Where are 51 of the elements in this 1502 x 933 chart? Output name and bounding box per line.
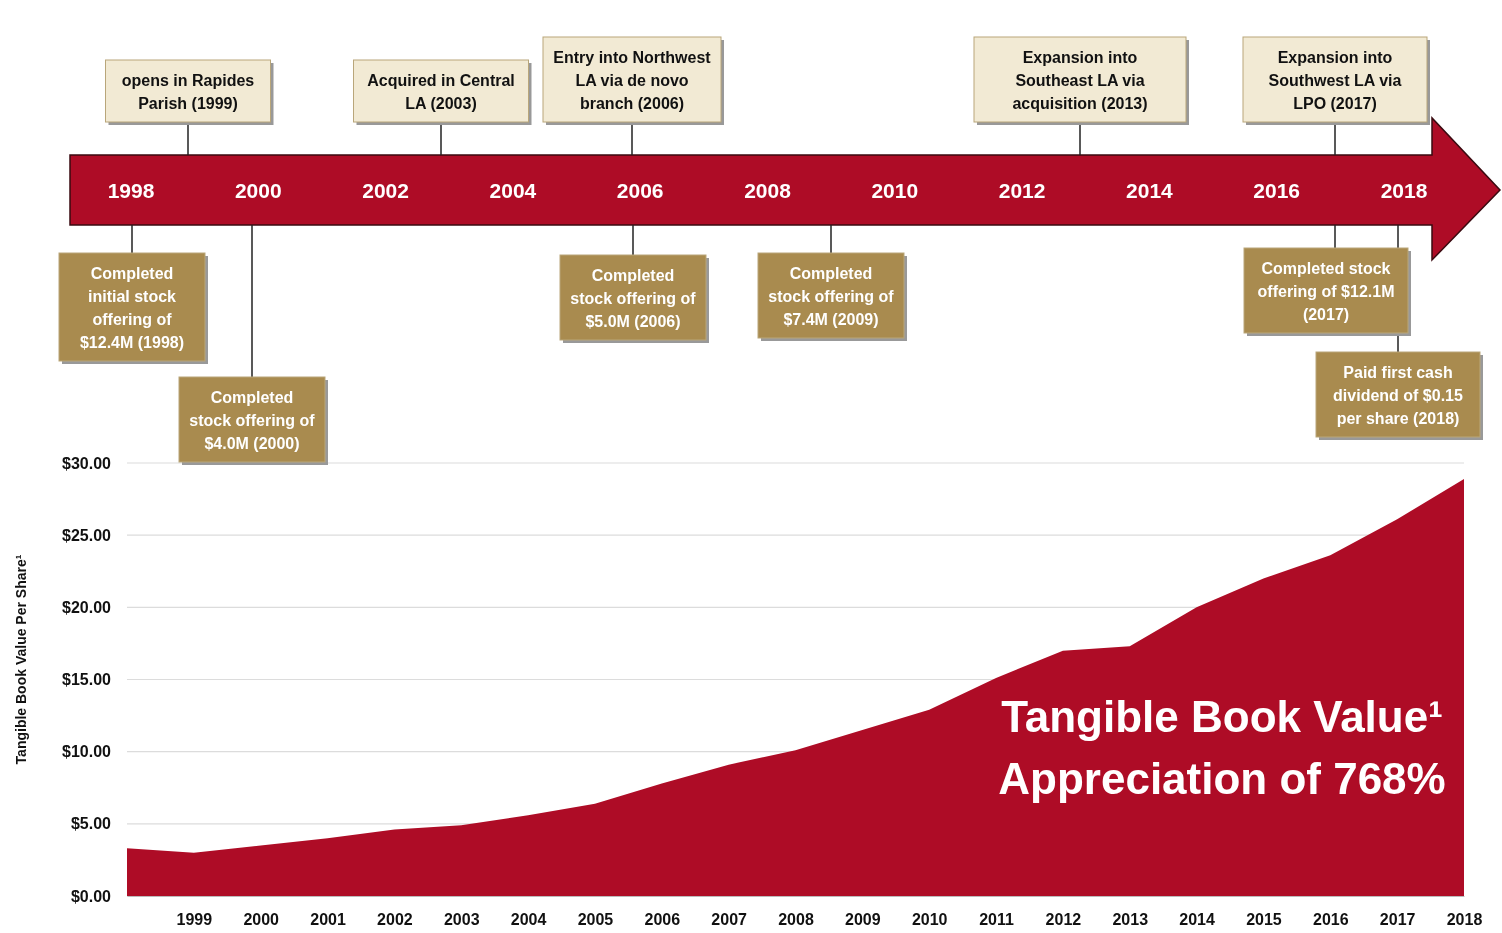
y-tick-label: $25.00: [62, 526, 112, 544]
x-tick-label: 2010: [911, 911, 948, 929]
x-tick-label: 2003: [443, 911, 480, 929]
y-tick-label: $30.00: [62, 454, 112, 472]
text: 2016: [1253, 179, 1301, 202]
x-tick-label: 2004: [510, 911, 547, 929]
text: Completed initial stock offering of $12.4M (1998): [79, 265, 185, 351]
x-tick-label: 2009: [845, 911, 881, 929]
text: 2010: [871, 179, 919, 202]
y-tick-label: $0.00: [70, 887, 112, 905]
y-tick-label: $5.00: [70, 815, 112, 833]
x-tick-label: 2018: [1446, 911, 1483, 929]
text: 2000: [234, 179, 282, 202]
x-tick-label: 2016: [1313, 911, 1349, 929]
text: 2004: [489, 179, 537, 202]
text: Expansion into Southeast LA via acquisition (2013): [1012, 49, 1148, 112]
x-tick-label: 2017: [1379, 911, 1416, 929]
text: Acquired in Central LA (2003): [367, 72, 515, 112]
x-tick-label: 2013: [1112, 911, 1149, 929]
y-axis-title: Tangible Book Value Per Share¹: [13, 554, 29, 765]
text: opens in Rapides Parish (1999): [121, 72, 255, 112]
x-tick-label: 2000: [243, 911, 280, 929]
x-tick-label: 1999: [176, 911, 213, 929]
text: Completed stock offering of $7.4M (2009): [768, 265, 895, 328]
text: Paid first cash dividend of $0.15 per share (2018): [1333, 364, 1464, 427]
x-tick-label: 2008: [778, 911, 814, 929]
text: 2002: [362, 179, 409, 202]
text: 2014: [1126, 179, 1174, 202]
text: Expansion into Southwest LA via LPO (2017): [1268, 49, 1402, 112]
text: Completed stock offering of $5.0M (2006): [570, 267, 697, 330]
x-tick-label: 2014: [1179, 911, 1215, 929]
text: Completed stock offering of $4.0M (2000): [189, 389, 316, 452]
annotation: Tangible Book Value¹ Appreciation of 768%: [998, 692, 1446, 803]
x-tick-label: 2011: [979, 911, 1014, 929]
x-tick-label: 2015: [1246, 911, 1282, 929]
text: 1998: [107, 179, 155, 202]
x-tick-label: 2002: [377, 911, 413, 929]
x-tick-label: 2007: [711, 911, 748, 929]
y-tick-label: $20.00: [62, 598, 112, 616]
x-tick-label: 2006: [644, 911, 681, 929]
x-tick-label: 2012: [1045, 911, 1082, 929]
x-tick-label: 2005: [577, 911, 614, 929]
text: 2006: [616, 179, 664, 202]
text: Completed stock offering of $12.1M (2017): [1257, 260, 1395, 323]
text: 2018: [1380, 179, 1428, 202]
x-tick-label: 2001: [310, 911, 346, 929]
text: Entry into Northwest LA via de novo branch (2006): [553, 49, 712, 112]
y-tick-label: $15.00: [62, 671, 112, 689]
text: 2012: [998, 179, 1046, 202]
y-tick-label: $10.00: [62, 743, 112, 761]
text: 2008: [744, 179, 792, 202]
